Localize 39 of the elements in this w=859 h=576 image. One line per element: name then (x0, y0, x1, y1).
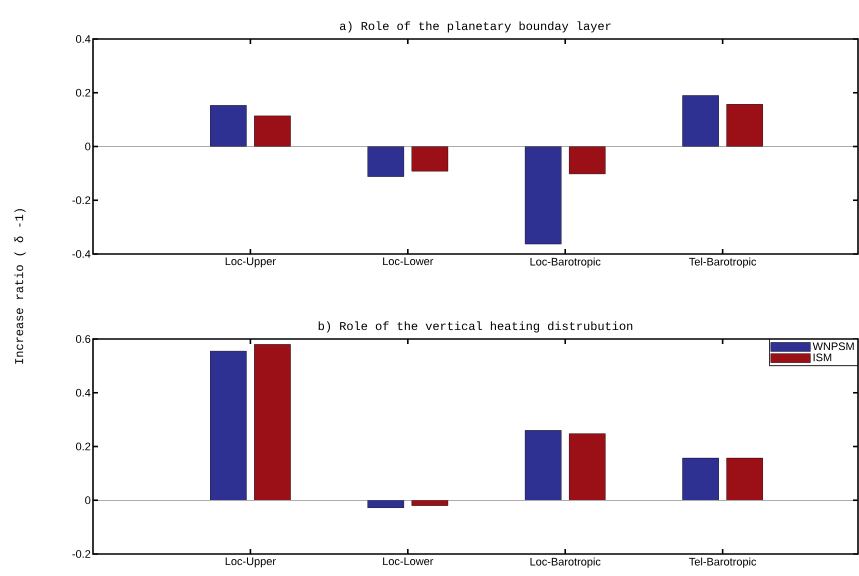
y-tick-label: -0.2 (72, 196, 90, 204)
x-tick-label: Loc-Lower (383, 558, 434, 566)
legend-label: ISM (814, 354, 832, 362)
y-tick-label: 0.4 (76, 388, 90, 397)
bar (367, 500, 404, 508)
bar (254, 344, 291, 500)
x-tick-label: Loc-Upper (226, 558, 276, 568)
y-tick-label: 0.2 (76, 442, 90, 450)
bar (524, 430, 562, 500)
bar (682, 458, 719, 500)
bar (568, 146, 606, 174)
y-tick-label: 0 (85, 496, 90, 504)
y-tick-label: -0.2 (72, 550, 90, 558)
x-tick-label: Loc-Upper (226, 258, 276, 268)
y-tick-label: 0.2 (76, 88, 90, 97)
bar (682, 95, 719, 147)
x-tick-label: Loc-Barotropic (530, 258, 601, 268)
y-tick-label: 0.6 (76, 335, 90, 343)
chart-title: a) Role of the planetary bounday layer (340, 21, 611, 32)
bar (412, 500, 448, 506)
bar (210, 350, 247, 500)
bar (726, 104, 763, 147)
y-tick-label: 0 (85, 142, 90, 150)
x-tick-label: Tel-Barotropic (689, 558, 756, 568)
x-tick-label: Tel-Barotropic (689, 258, 756, 268)
bar (726, 458, 763, 500)
x-tick-label: Loc-Barotropic (530, 558, 601, 568)
bar (412, 146, 448, 172)
bar (210, 105, 247, 147)
legend-label: WNPSM (812, 342, 854, 350)
bar (254, 116, 291, 147)
bar (524, 146, 562, 244)
chart-title: b) Role of the vertical heating distrubution (318, 321, 632, 332)
bar (568, 433, 606, 500)
y-axis-title: Increase ratio ( δ -1) (14, 209, 26, 364)
bar (367, 146, 404, 177)
x-tick-label: Loc-Lower (383, 258, 434, 266)
y-tick-label: -0.4 (72, 250, 90, 258)
y-tick-label: 0.4 (76, 35, 90, 43)
